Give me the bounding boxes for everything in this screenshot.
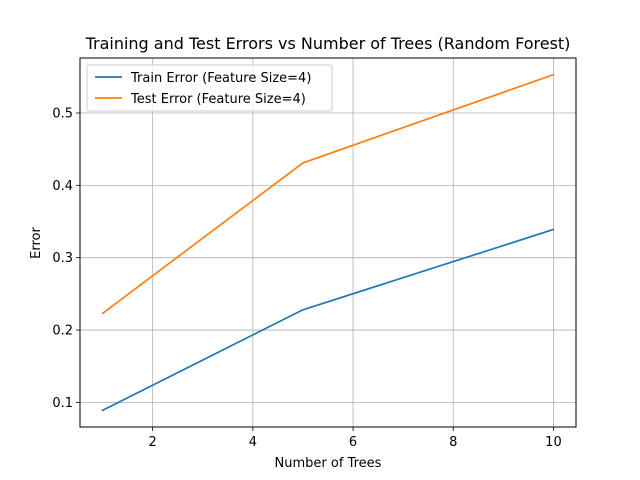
x-tick-label: 8 [449, 435, 457, 450]
plot-area [101, 73, 555, 412]
y-tick-label: 0.4 [52, 179, 73, 194]
x-tick-label: 6 [349, 435, 357, 450]
x-axis-label: Number of Trees [275, 456, 382, 471]
y-axis-label: Error [29, 227, 44, 259]
plot-frame [79, 57, 577, 428]
y-tick-label: 0.5 [52, 106, 73, 121]
x-tick-label: 4 [249, 435, 257, 450]
series-line-test [101, 73, 555, 315]
series-line-train [101, 228, 555, 412]
y-tick-label: 0.3 [52, 251, 73, 266]
tick-layer: 2 4 6 8 10 0.1 0.2 0.3 0.4 0.5 [52, 106, 561, 450]
legend-label-test: Test Error (Feature Size=4) [130, 92, 306, 107]
legend-box [86, 64, 333, 112]
legend: Train Error (Feature Size=4) Test Error … [86, 64, 333, 112]
y-tick-label: 0.1 [52, 396, 73, 411]
legend-label-train: Train Error (Feature Size=4) [130, 71, 311, 86]
y-tick-label: 0.2 [52, 324, 73, 339]
grid-layer [80, 58, 576, 427]
x-tick-label: 2 [149, 435, 157, 450]
chart-title: Training and Test Errors vs Number of Tr… [85, 34, 571, 53]
x-tick-label: 10 [545, 435, 562, 450]
